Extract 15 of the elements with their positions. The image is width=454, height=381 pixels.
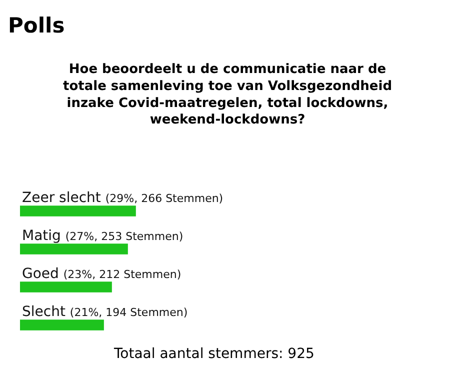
bar	[20, 206, 136, 216]
text: Totaal aantal stemmers: 925	[113, 346, 314, 362]
bar	[20, 320, 104, 330]
y-tick-label: Zeer slecht	[22, 190, 101, 206]
data-label: (29%, 266 Stemmen)	[105, 192, 224, 205]
bar	[20, 244, 128, 254]
y-tick-label: Goed	[22, 266, 59, 282]
data-label: (27%, 253 Stemmen)	[65, 230, 184, 243]
bar	[20, 282, 112, 292]
data-label: (21%, 194 Stemmen)	[70, 306, 188, 319]
data-label: (23%, 212 Stemmen)	[63, 268, 182, 281]
y-tick-label: Slecht	[22, 304, 66, 320]
chart-title: Polls	[8, 13, 65, 38]
text: Hoe beoordeelt u de communicatie naar de totale samenleving toe van Volksgezondheid inzake Covid-maatregelen, total lockdowns, weekend-lockdowns?	[63, 62, 392, 128]
y-tick-label: Matig	[22, 228, 61, 244]
